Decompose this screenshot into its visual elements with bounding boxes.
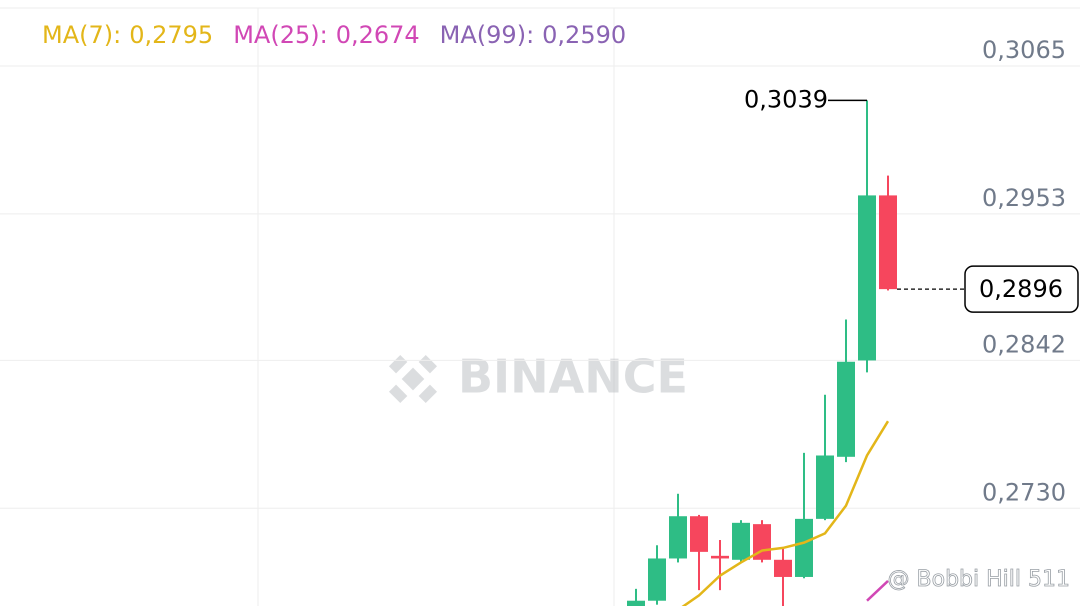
legend-name: MA(7):: [42, 21, 121, 49]
candle-body: [627, 600, 645, 606]
candle-body: [774, 559, 792, 577]
high-label: 0,3039: [744, 85, 828, 113]
legend-value: 0,2795: [129, 21, 213, 49]
watermark: BINANCE: [388, 350, 688, 404]
legend-entry: MA(25): 0,2674: [233, 21, 419, 49]
watermark-text: BINANCE: [458, 350, 688, 404]
credit: @ Bobbi Hill 511: [888, 567, 1070, 592]
legend-entry: MA(7): 0,2795: [42, 21, 213, 49]
price-label: 0,2896: [979, 275, 1063, 303]
candle-body: [816, 455, 834, 519]
candle-body: [669, 516, 687, 559]
candle-body: [648, 558, 666, 601]
candle-body: [690, 516, 708, 552]
y-tick-label: 0,2842: [982, 330, 1066, 358]
y-tick-label: 0,2953: [982, 184, 1066, 212]
ma-line: [681, 420, 890, 606]
legend-name: MA(99):: [440, 21, 534, 49]
price-box: [964, 265, 1079, 313]
legend-value: 0,2590: [542, 21, 626, 49]
candle-body: [711, 555, 729, 559]
legend-entry: MA(99): 0,2590: [440, 21, 626, 49]
y-tick-label: 0,2730: [982, 478, 1066, 506]
ma-line: [866, 580, 889, 602]
y-tick-label: 0,3065: [982, 36, 1066, 64]
candle-body: [732, 522, 750, 560]
candle-body: [837, 361, 855, 457]
legend-name: MA(25):: [233, 21, 327, 49]
candle-body: [879, 195, 897, 290]
candle-body: [858, 195, 876, 361]
candle-body: [795, 518, 813, 577]
legend-value: 0,2674: [336, 21, 420, 49]
